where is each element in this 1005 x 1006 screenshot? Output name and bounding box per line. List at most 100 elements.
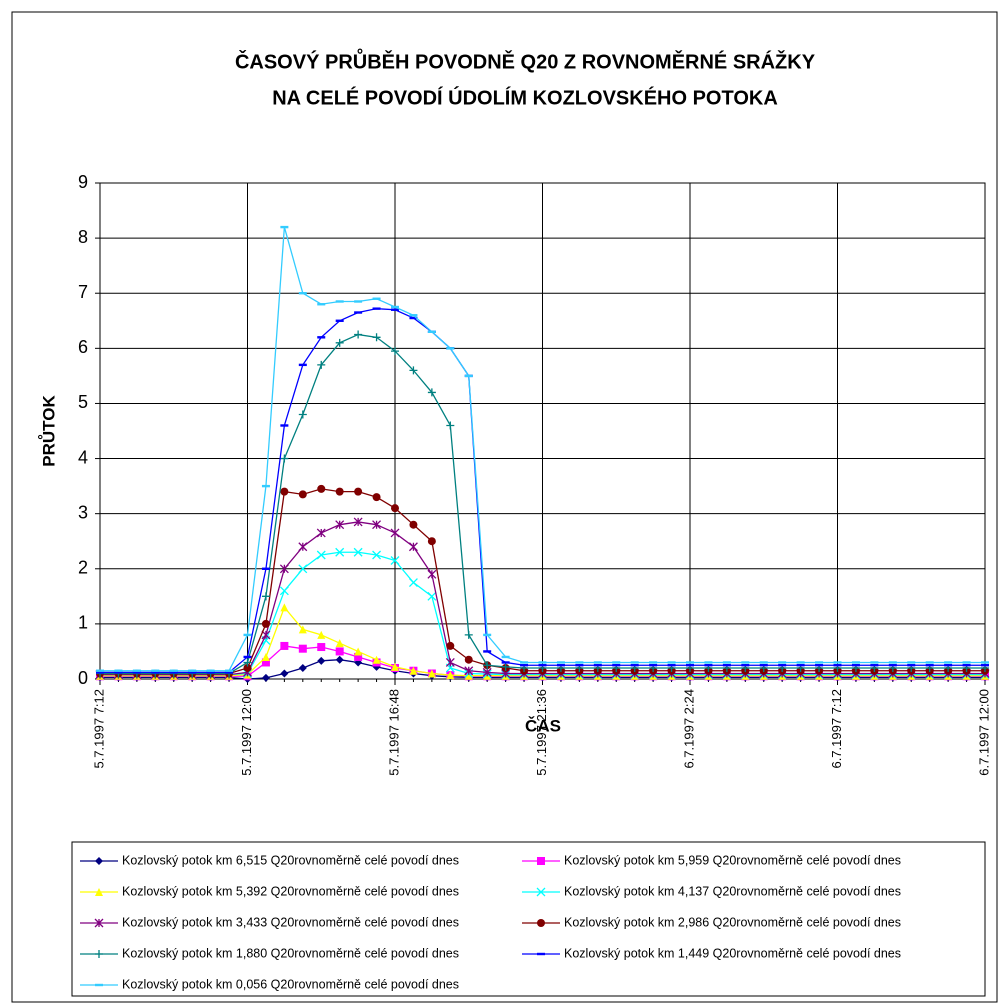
marker xyxy=(317,484,326,493)
marker xyxy=(335,520,345,530)
marker xyxy=(649,664,658,667)
marker xyxy=(298,542,308,552)
marker xyxy=(483,650,492,653)
marker xyxy=(317,656,326,665)
marker xyxy=(335,639,344,648)
marker xyxy=(188,669,197,672)
marker xyxy=(446,347,455,350)
marker xyxy=(188,671,197,674)
marker xyxy=(243,633,252,637)
marker xyxy=(243,655,252,659)
marker xyxy=(981,661,989,664)
marker xyxy=(537,919,545,927)
marker xyxy=(391,347,399,356)
marker xyxy=(427,669,436,678)
marker xyxy=(962,664,971,667)
marker xyxy=(409,314,418,317)
marker xyxy=(907,664,916,667)
marker xyxy=(409,666,418,675)
marker xyxy=(243,658,252,667)
marker xyxy=(520,661,529,664)
marker xyxy=(335,487,344,496)
marker xyxy=(114,669,123,672)
marker xyxy=(335,655,344,664)
marker xyxy=(298,490,307,499)
marker xyxy=(612,661,621,664)
marker xyxy=(317,630,326,639)
marker xyxy=(612,664,621,667)
marker xyxy=(317,360,326,369)
marker xyxy=(538,661,547,664)
marker xyxy=(335,300,344,303)
marker xyxy=(391,504,399,513)
marker xyxy=(870,661,879,664)
marker xyxy=(686,661,694,664)
marker xyxy=(427,330,436,333)
marker xyxy=(114,671,123,674)
marker xyxy=(317,643,326,652)
marker xyxy=(944,664,953,667)
marker xyxy=(464,655,473,664)
marker xyxy=(206,669,215,672)
legend-label: Kozlovský potok km 6,515 Q20rovnoměrně c… xyxy=(122,853,459,867)
marker xyxy=(354,487,363,496)
marker xyxy=(815,664,824,667)
marker xyxy=(409,316,418,320)
marker xyxy=(280,603,289,612)
marker xyxy=(759,664,768,667)
marker xyxy=(575,661,584,664)
marker xyxy=(261,658,270,667)
marker xyxy=(759,661,768,664)
legend-label: Kozlovský potok km 1,880 Q20rovnoměrně c… xyxy=(122,946,459,960)
marker xyxy=(354,330,363,339)
marker xyxy=(280,225,289,229)
marker xyxy=(353,547,363,557)
marker xyxy=(408,578,418,588)
marker xyxy=(261,673,270,682)
marker xyxy=(536,887,546,897)
marker xyxy=(704,661,713,664)
marker xyxy=(280,669,289,678)
marker xyxy=(556,664,565,667)
marker xyxy=(520,664,529,667)
marker xyxy=(225,669,234,672)
marker xyxy=(833,661,842,664)
marker xyxy=(427,569,437,579)
marker xyxy=(372,333,381,342)
marker xyxy=(464,374,473,378)
marker xyxy=(298,564,308,574)
legend-label: Kozlovský potok km 5,959 Q20rovnoměrně c… xyxy=(564,853,901,867)
marker xyxy=(796,661,805,664)
x-tick-label: 5.7.1997 7:12 xyxy=(91,689,106,769)
y-tick-label: 9 xyxy=(78,172,88,192)
x-tick-label: 5.7.1997 16:48 xyxy=(386,689,401,776)
marker xyxy=(741,661,750,664)
marker xyxy=(95,857,103,865)
marker xyxy=(96,669,104,672)
marker xyxy=(353,517,363,527)
marker xyxy=(501,662,510,671)
marker xyxy=(409,520,418,529)
marker xyxy=(372,493,381,502)
marker xyxy=(94,918,104,928)
marker xyxy=(280,454,289,463)
x-tick-label: 5.7.1997 21:36 xyxy=(534,689,549,776)
marker xyxy=(372,520,382,530)
marker xyxy=(501,661,510,664)
marker xyxy=(446,421,455,430)
marker xyxy=(96,671,104,674)
x-axis-label: ČAS xyxy=(525,716,561,735)
marker xyxy=(317,303,326,306)
marker xyxy=(279,586,289,596)
y-tick-label: 7 xyxy=(78,282,88,302)
y-tick-label: 5 xyxy=(78,392,88,412)
marker xyxy=(667,661,676,664)
marker xyxy=(298,625,307,634)
marker xyxy=(151,669,160,672)
y-tick-label: 8 xyxy=(78,227,88,247)
marker xyxy=(409,366,418,375)
marker xyxy=(95,983,103,987)
marker xyxy=(741,664,750,667)
marker xyxy=(261,484,270,488)
marker xyxy=(335,338,344,347)
